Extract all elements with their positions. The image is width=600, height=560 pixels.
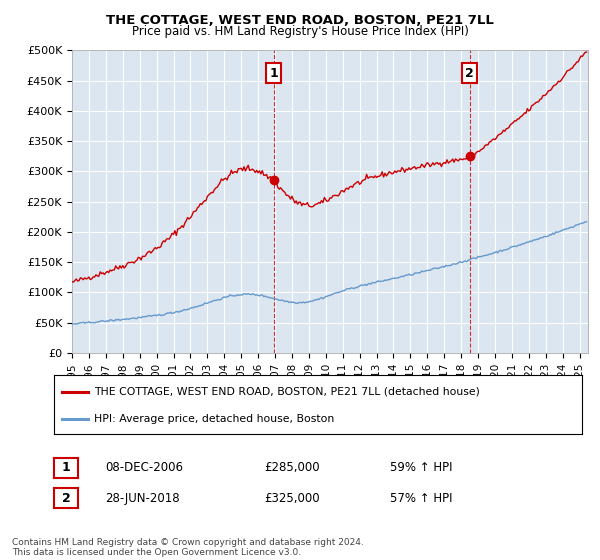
- Text: £285,000: £285,000: [264, 461, 320, 474]
- Text: HPI: Average price, detached house, Boston: HPI: Average price, detached house, Bost…: [94, 414, 334, 424]
- Text: £325,000: £325,000: [264, 492, 320, 505]
- Text: THE COTTAGE, WEST END ROAD, BOSTON, PE21 7LL: THE COTTAGE, WEST END ROAD, BOSTON, PE21…: [106, 14, 494, 27]
- Text: 2: 2: [465, 67, 474, 80]
- Text: 2: 2: [62, 492, 70, 505]
- Text: 08-DEC-2006: 08-DEC-2006: [105, 461, 183, 474]
- Text: 1: 1: [269, 67, 278, 80]
- Text: THE COTTAGE, WEST END ROAD, BOSTON, PE21 7LL (detached house): THE COTTAGE, WEST END ROAD, BOSTON, PE21…: [94, 386, 479, 396]
- Text: 28-JUN-2018: 28-JUN-2018: [105, 492, 179, 505]
- Text: Price paid vs. HM Land Registry's House Price Index (HPI): Price paid vs. HM Land Registry's House …: [131, 25, 469, 38]
- Text: 57% ↑ HPI: 57% ↑ HPI: [390, 492, 452, 505]
- Text: Contains HM Land Registry data © Crown copyright and database right 2024.
This d: Contains HM Land Registry data © Crown c…: [12, 538, 364, 557]
- Text: 59% ↑ HPI: 59% ↑ HPI: [390, 461, 452, 474]
- Text: 1: 1: [62, 461, 70, 474]
